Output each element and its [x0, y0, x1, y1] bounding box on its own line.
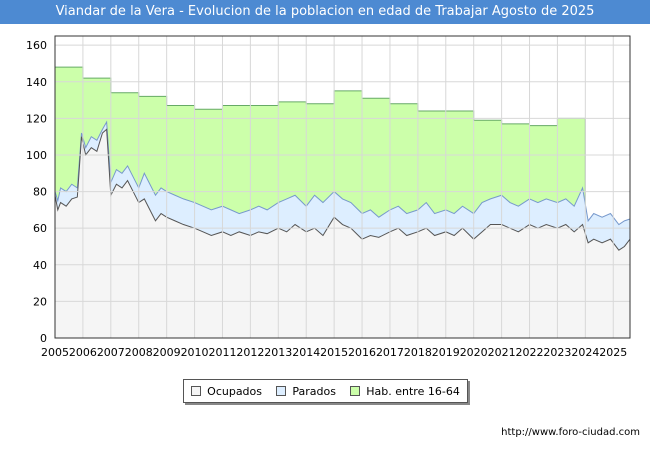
legend-item-habitantes: Hab. entre 16-64	[350, 385, 460, 398]
y-tick-label: 120	[26, 112, 47, 125]
source-url[interactable]: http://www.foro-ciudad.com	[501, 427, 640, 438]
plot-frame	[54, 35, 631, 339]
y-tick-label: 40	[33, 259, 47, 272]
legend-label-habitantes: Hab. entre 16-64	[366, 384, 460, 398]
x-tick-label: 2014	[292, 346, 320, 359]
y-tick-label: 0	[40, 332, 47, 345]
x-tick-label: 2011	[208, 346, 236, 359]
y-tick-label: 100	[26, 149, 47, 162]
legend-label-parados: Parados	[292, 384, 336, 398]
chart-title: Viandar de la Vera - Evolucion de la pob…	[0, 0, 650, 24]
x-tick-label: 2025	[599, 346, 627, 359]
y-tick-label: 20	[33, 295, 47, 308]
legend-swatch-habitantes	[350, 386, 361, 396]
legend-label-ocupados: Ocupados	[207, 384, 263, 398]
x-tick-label: 2021	[488, 346, 516, 359]
x-tick-label: 2006	[69, 346, 97, 359]
y-tick-label: 60	[33, 222, 47, 235]
legend-item-ocupados: Ocupados	[191, 385, 262, 398]
y-tick-label: 80	[33, 186, 47, 199]
x-tick-label: 2020	[460, 346, 488, 359]
x-tick-label: 2023	[543, 346, 571, 359]
legend-swatch-parados	[276, 386, 287, 396]
legend: Ocupados Parados Hab. entre 16-64	[183, 379, 468, 403]
y-tick-label: 140	[26, 76, 47, 89]
x-tick-label: 2005	[41, 346, 69, 359]
legend-swatch-ocupados	[191, 386, 202, 396]
x-tick-label: 2015	[320, 346, 348, 359]
x-tick-label: 2016	[348, 346, 376, 359]
x-tick-label: 2012	[236, 346, 264, 359]
x-tick-label: 2013	[264, 346, 292, 359]
x-tick-label: 2024	[571, 346, 599, 359]
x-tick-label: 2007	[97, 346, 125, 359]
x-tick-label: 2010	[181, 346, 209, 359]
x-tick-label: 2009	[153, 346, 181, 359]
x-tick-label: 2018	[404, 346, 432, 359]
x-tick-label: 2019	[432, 346, 460, 359]
x-tick-label: 2017	[376, 346, 404, 359]
series-ocupados-area	[55, 129, 630, 338]
x-tick-label: 2008	[125, 346, 153, 359]
legend-item-parados: Parados	[276, 385, 336, 398]
y-tick-label: 160	[26, 39, 47, 52]
x-tick-label: 2022	[516, 346, 544, 359]
